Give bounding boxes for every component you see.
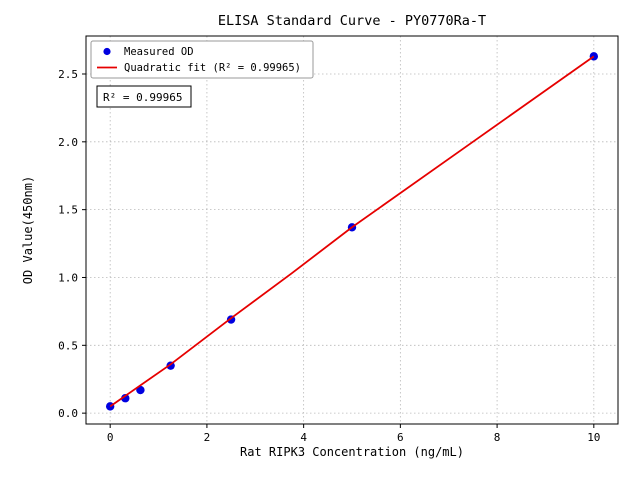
quadratic-fit-line xyxy=(109,55,595,408)
x-tick-label: 2 xyxy=(204,431,211,444)
y-tick-label: 1.0 xyxy=(58,271,78,284)
data-series xyxy=(105,52,599,411)
legend: Measured OD Quadratic fit (R² = 0.99965) xyxy=(90,40,314,79)
annotation-text: R² = 0.99965 xyxy=(103,91,182,104)
y-tick-label: 0.0 xyxy=(58,407,78,420)
legend-box xyxy=(90,40,314,79)
x-tick-label: 4 xyxy=(300,431,307,444)
x-tick-label: 0 xyxy=(107,431,114,444)
x-axis-label: Rat RIPK3 Concentration (ng/mL) xyxy=(240,445,464,459)
measured-od-point xyxy=(121,394,130,403)
axis-ticks: 0 2 4 6 8 10 0.0 0.5 1.0 1.5 2.0 2.5 xyxy=(58,68,600,444)
chart-title: ELISA Standard Curve - PY0770Ra-T xyxy=(218,13,486,29)
measured-od-point xyxy=(136,385,145,395)
annotation-box xyxy=(96,85,192,108)
y-tick-label: 2.0 xyxy=(58,136,78,149)
x-tick-label: 6 xyxy=(397,431,404,444)
plot-frame xyxy=(85,35,619,425)
x-tick-label: 10 xyxy=(587,431,600,444)
y-tick-label: 0.5 xyxy=(58,339,78,352)
y-axis-label: OD Value(450nm) xyxy=(21,176,35,284)
legend-label-measured-od: Measured OD xyxy=(124,46,194,58)
x-tick-label: 8 xyxy=(494,431,501,444)
y-tick-label: 1.5 xyxy=(58,204,78,217)
y-tick-label: 2.5 xyxy=(58,68,78,81)
legend-scatter-marker-icon xyxy=(103,47,111,56)
legend-label-quadratic-fit: Quadratic fit (R² = 0.99965) xyxy=(124,62,301,74)
r-squared-annotation: R² = 0.99965 xyxy=(96,85,192,108)
